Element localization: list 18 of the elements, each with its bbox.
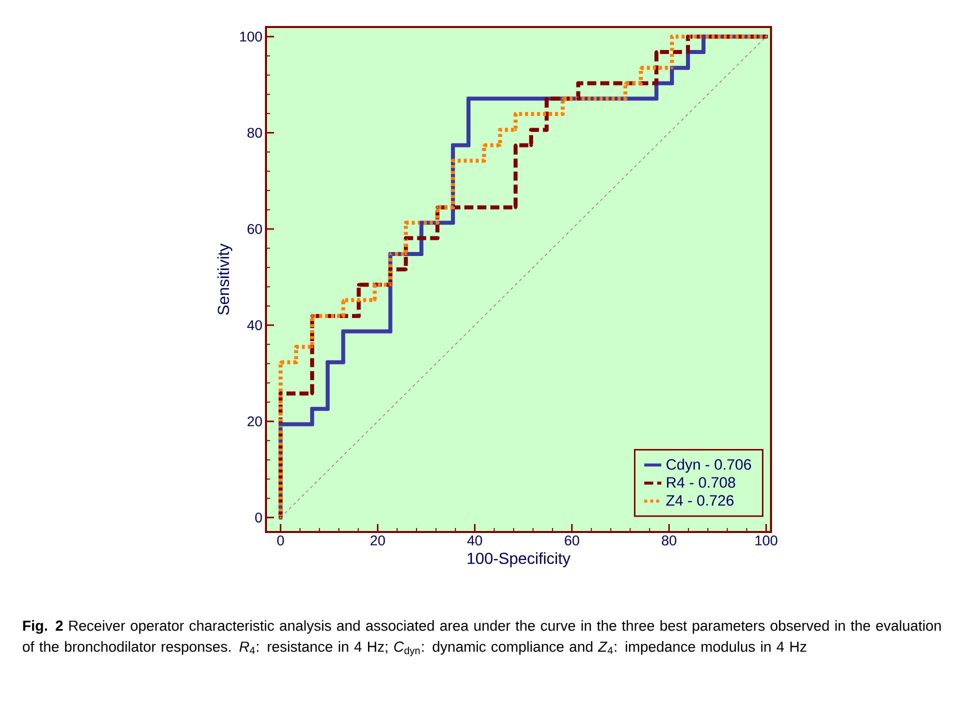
x-tick-label: 100 [756, 536, 778, 546]
y-tick-label: 60 [248, 224, 262, 234]
x-tick-label: 40 [467, 536, 482, 546]
y-axis-title: Sensitivity [217, 244, 232, 315]
x-tick-label: 60 [564, 536, 580, 546]
x-tick-label: 20 [370, 536, 385, 546]
y-tick-label: 40 [247, 320, 262, 330]
x-tick-label: 0 [277, 536, 284, 546]
text: Fig. 2 Receiver operator characteristic analysis and associated area under the curve in the three best parameters observed in the evaluation of the bronchodilator responses. R$_{4}$: resistance in 4 Hz; C$_{dyn}$: dynamic compliance and Z$_{4}$: impedance modulus in 4 Hz [22, 620, 941, 656]
y-tick-label: 0 [255, 512, 262, 523]
legend-label: R4 - 0.708 [667, 477, 736, 488]
y-tick-label: 20 [248, 416, 262, 426]
y-tick-label: 80 [248, 128, 262, 138]
legend-label: Cdyn - 0.706 [666, 458, 752, 473]
x-axis-title: 100-Specificity [468, 552, 570, 568]
legend-label: Z4 - 0.726 [666, 495, 734, 506]
y-tick-label: 100 [240, 32, 262, 42]
x-tick-label: 80 [662, 536, 676, 546]
